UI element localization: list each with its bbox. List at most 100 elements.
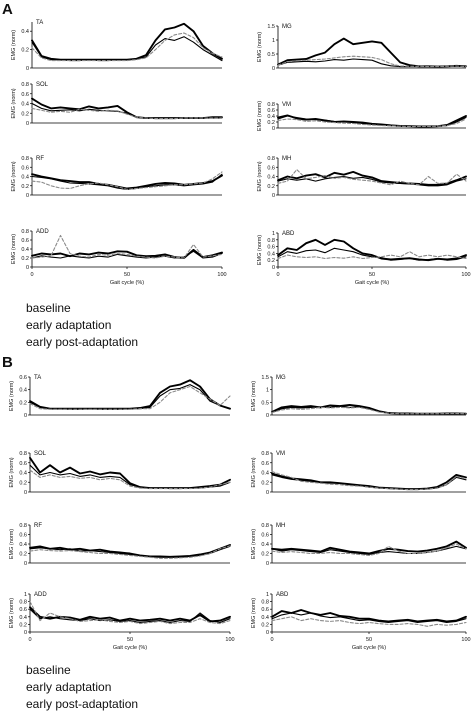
y-tick-label-b-rf: 0.6 [19, 533, 27, 539]
series-line-a-rf-baseline [31, 173, 223, 190]
y-tick-label-a-sol: 0.6 [21, 92, 29, 98]
legend-baseline-b: baseline [26, 663, 71, 677]
series-line-b-sol-early-adaptation [29, 456, 231, 490]
y-tick-label-b-vm: 0 [266, 490, 269, 496]
y-axis-label-a-rf: EMG (norm) [11, 161, 17, 191]
y-tick-label-b-sol: 0.8 [19, 451, 27, 457]
series-line-a-abd-early-adaptation [277, 238, 467, 262]
y-tick-label-a-abd: 1 [272, 231, 275, 237]
y-tick-label-b-mh: 0.4 [261, 542, 269, 548]
y-tick-label-a-rf: 0 [26, 193, 29, 199]
series-line-a-add-early-adaptation [31, 248, 223, 259]
y-tick-label-a-sol: 0.8 [21, 82, 29, 88]
y-tick-label-a-vm: 0.8 [267, 102, 275, 108]
y-tick-label-a-vm: 0.2 [267, 120, 275, 126]
y-tick-label-a-add: 0.4 [21, 247, 29, 253]
y-tick-label-a-mg: 0.5 [267, 52, 275, 58]
legend-panel-b: baseline early adaptation early post-ada… [26, 662, 138, 713]
muscle-title-a-add: ADD [36, 229, 49, 235]
series-line-b-mh-early-adaptation [271, 540, 467, 555]
series-line-a-mh-early-post-adaptation [277, 169, 467, 186]
series-line-b-mg-early-post-adaptation [271, 406, 467, 415]
y-axis-label-b-add: EMG (norm) [9, 598, 15, 628]
y-tick-label-a-ta: 0.4 [21, 29, 29, 35]
y-tick-label-b-add: 0 [24, 630, 27, 636]
y-tick-label-b-ta: 0 [24, 413, 27, 419]
series-line-b-sol-early-post-adaptation [29, 469, 231, 490]
y-axis-label-b-ta: EMG (norm) [9, 381, 15, 411]
y-tick-label-a-abd: 0.4 [267, 251, 275, 257]
series-line-a-mg-baseline [277, 58, 467, 68]
series-line-b-ta-early-post-adaptation [29, 385, 231, 410]
y-tick-label-a-mh: 0.4 [267, 175, 275, 181]
y-tick-label-a-mh: 0.8 [267, 156, 275, 162]
y-tick-label-b-vm: 0.8 [261, 451, 269, 457]
series-line-b-rf-early-adaptation [29, 544, 231, 558]
y-tick-label-a-rf: 0.8 [21, 156, 29, 162]
y-tick-label-b-mg: 0 [266, 413, 269, 419]
y-axis-label-b-mg: EMG (norm) [251, 381, 257, 411]
x-tick-label-a-add: 100 [217, 272, 226, 278]
series-line-a-ta-early-post-adaptation [31, 32, 223, 62]
y-tick-label-b-abd: 1 [266, 592, 269, 598]
muscle-title-a-mg: MG [282, 24, 292, 30]
x-tick-label-a-abd: 100 [461, 272, 470, 278]
y-axis-label-b-rf: EMG (norm) [9, 529, 15, 559]
series-line-a-ta-early-adaptation [31, 22, 223, 61]
y-tick-label-a-mg: 1 [272, 38, 275, 44]
y-tick-label-a-add: 0.6 [21, 238, 29, 244]
legend-early-adaptation-b: early adaptation [26, 680, 112, 694]
x-tick-label-a-abd: 0 [276, 272, 279, 278]
y-tick-label-b-sol: 0.6 [19, 461, 27, 467]
y-tick-label-b-add: 1 [24, 592, 27, 598]
series-line-a-mg-early-adaptation [277, 37, 467, 68]
y-tick-label-b-mh: 0 [266, 561, 269, 567]
legend-baseline-a: baseline [26, 301, 71, 315]
muscle-title-b-rf: RF [34, 523, 42, 529]
x-axis-label-a-add: Gait cycle (%) [110, 280, 144, 286]
y-tick-label-a-ta: 0 [26, 66, 29, 72]
muscle-title-a-abd: ABD [282, 231, 295, 237]
y-tick-label-b-abd: 0.2 [261, 622, 269, 628]
muscle-title-b-ta: TA [34, 375, 41, 381]
series-line-a-vm-early-post-adaptation [277, 118, 467, 128]
y-tick-label-a-mh: 0.2 [267, 184, 275, 190]
muscle-title-b-abd: ABD [276, 592, 289, 598]
y-tick-label-a-mh: 0 [272, 193, 275, 199]
legend-early-post-adaptation-b: early post-adaptation [26, 697, 139, 711]
y-tick-label-a-add: 0 [26, 265, 29, 271]
y-tick-label-b-mg: 1.5 [261, 375, 269, 381]
x-tick-label-b-add: 0 [28, 637, 31, 643]
muscle-title-a-sol: SOL [36, 82, 49, 88]
x-tick-label-a-add: 0 [30, 272, 33, 278]
y-tick-label-a-rf: 0.2 [21, 184, 29, 190]
legend-early-adaptation-a: early adaptation [26, 318, 112, 332]
series-line-a-sol-early-post-adaptation [31, 107, 223, 120]
x-tick-label-a-abd: 50 [369, 272, 375, 278]
series-line-b-rf-early-post-adaptation [29, 545, 231, 559]
y-tick-label-a-vm: 0 [272, 126, 275, 132]
y-tick-label-a-mh: 0.6 [267, 165, 275, 171]
legend-early-post-adaptation-a: early post-adaptation [26, 335, 139, 349]
y-tick-label-a-rf: 0.6 [21, 165, 29, 171]
x-tick-label-b-add: 100 [225, 637, 234, 643]
y-tick-label-b-vm: 0.2 [261, 480, 269, 486]
muscle-title-a-ta: TA [36, 20, 43, 26]
panel-letter-a: A [2, 1, 13, 18]
y-tick-label-a-mg: 1.5 [267, 24, 275, 30]
y-tick-label-b-rf: 0.2 [19, 552, 27, 558]
x-tick-label-b-abd: 50 [366, 637, 372, 643]
y-tick-label-b-mg: 1 [266, 388, 269, 394]
y-tick-label-a-abd: 0.2 [267, 258, 275, 264]
y-tick-label-b-sol: 0.2 [19, 480, 27, 486]
y-tick-label-b-rf: 0.8 [19, 523, 27, 529]
y-axis-label-a-mg: EMG (norm) [257, 32, 263, 62]
y-tick-label-b-vm: 0.4 [261, 471, 269, 477]
muscle-title-a-mh: MH [282, 156, 291, 162]
x-axis-label-b-abd: Gait cycle (%) [352, 645, 386, 651]
y-axis-label-b-sol: EMG (norm) [9, 457, 15, 487]
y-tick-label-b-vm: 0.6 [261, 461, 269, 467]
series-line-b-vm-early-adaptation [271, 472, 467, 491]
y-tick-label-a-abd: 0.8 [267, 238, 275, 244]
y-axis-label-a-vm: EMG (norm) [257, 101, 263, 131]
